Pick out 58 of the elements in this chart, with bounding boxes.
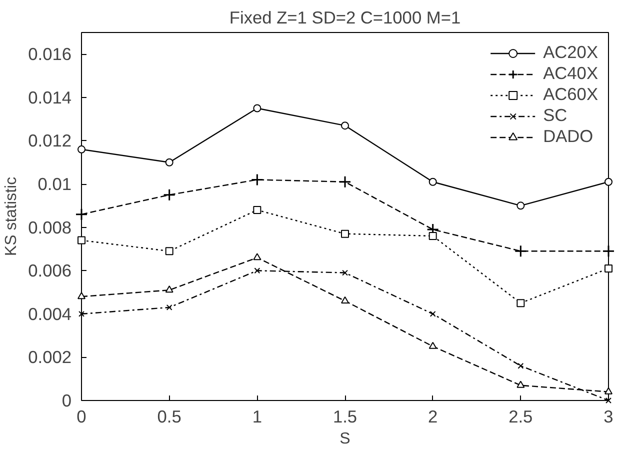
x-tick-label: 0.5 bbox=[157, 406, 182, 426]
y-tick-label: 0.004 bbox=[28, 304, 72, 324]
y-tick-label: 0.008 bbox=[28, 217, 72, 238]
legend-label: AC60X bbox=[543, 84, 598, 105]
point bbox=[514, 244, 527, 258]
chart-title: Fixed Z=1 SD=2 C=1000 M=1 bbox=[229, 8, 461, 28]
legend-label: AC20X bbox=[543, 42, 598, 63]
x-axis-title: S bbox=[340, 430, 350, 448]
point bbox=[78, 292, 86, 300]
x-tick-label: 2 bbox=[428, 406, 438, 426]
point bbox=[165, 247, 174, 256]
point bbox=[250, 173, 264, 186]
point bbox=[606, 398, 612, 404]
point bbox=[430, 310, 436, 317]
point bbox=[342, 270, 348, 276]
x-tick-label: 1.5 bbox=[332, 406, 358, 426]
y-tick-label: 0.016 bbox=[28, 44, 72, 64]
point bbox=[253, 104, 262, 112]
x-tick-label: 3 bbox=[604, 406, 614, 426]
point bbox=[341, 296, 349, 304]
x-tick-label: 2.5 bbox=[508, 406, 533, 426]
y-tick-label: 0.006 bbox=[28, 260, 72, 281]
point bbox=[78, 145, 86, 154]
x-tick-label: 0 bbox=[76, 406, 86, 426]
y-tick-label: 0.012 bbox=[28, 130, 72, 151]
point bbox=[428, 342, 437, 349]
point bbox=[338, 176, 352, 188]
point bbox=[602, 244, 615, 258]
point bbox=[165, 158, 174, 166]
point bbox=[163, 188, 176, 202]
y-axis-title: KS statistic bbox=[3, 176, 20, 256]
point bbox=[428, 178, 437, 186]
legend-label: DADO bbox=[543, 126, 594, 147]
point bbox=[253, 206, 262, 214]
point bbox=[518, 362, 524, 369]
point bbox=[253, 253, 262, 260]
point bbox=[254, 268, 260, 274]
point bbox=[165, 286, 174, 293]
point bbox=[516, 299, 525, 308]
point bbox=[78, 236, 86, 244]
point bbox=[516, 380, 525, 388]
point bbox=[341, 230, 349, 238]
point bbox=[341, 122, 349, 130]
point bbox=[604, 387, 612, 394]
point bbox=[78, 310, 84, 317]
legend-label: SC bbox=[543, 105, 568, 126]
point bbox=[604, 178, 612, 186]
point bbox=[166, 304, 172, 310]
y-tick-label: 0 bbox=[62, 390, 72, 410]
y-tick-label: 0.014 bbox=[28, 87, 72, 108]
y-tick-label: 0.002 bbox=[28, 347, 72, 368]
point bbox=[516, 202, 525, 210]
point bbox=[604, 264, 612, 272]
point bbox=[75, 208, 88, 221]
point bbox=[428, 232, 437, 240]
legend-label: AC40X bbox=[543, 63, 598, 84]
y-tick-label: 0.01 bbox=[38, 174, 72, 194]
x-tick-label: 1 bbox=[252, 406, 262, 426]
